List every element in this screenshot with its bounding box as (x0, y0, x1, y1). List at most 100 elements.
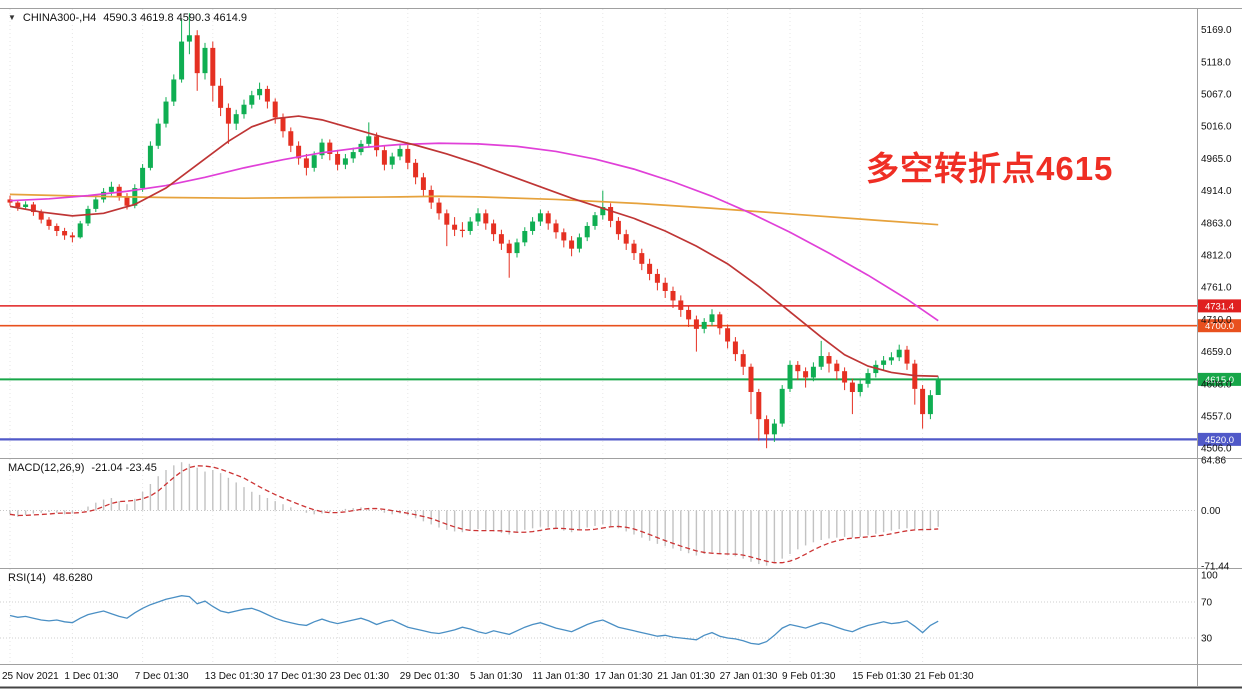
price-badge-label: 4615.0 (1205, 375, 1234, 386)
candle-body (849, 382, 855, 393)
candle-body (101, 191, 107, 200)
grid (9, 9, 924, 663)
date-label: 13 Dec 01:30 (205, 671, 265, 682)
candle-body (194, 35, 200, 74)
price-scale-label: 4659.0 (1201, 347, 1232, 358)
candle-body (85, 208, 91, 224)
candle-body (927, 395, 933, 415)
rsi-value: 48.6280 (52, 572, 93, 584)
candle-body (179, 41, 185, 80)
candle-body (631, 243, 637, 254)
price-scale-label: 4812.0 (1201, 250, 1232, 261)
rsi-line (9, 595, 939, 645)
candle-body (623, 234, 629, 244)
candle-body (7, 199, 13, 203)
candle-body (701, 321, 707, 329)
candle-body (467, 221, 473, 231)
price-scale-label: 5067.0 (1201, 89, 1232, 100)
candle-body (498, 234, 504, 244)
macd-scale-label: 0.00 (1201, 506, 1221, 517)
candle-body (865, 373, 871, 384)
candle-body (725, 328, 731, 342)
candle-body (569, 240, 575, 249)
price-scale-label: 5016.0 (1201, 122, 1232, 133)
ma-fast-red-line (9, 115, 939, 378)
candle-body (249, 95, 255, 105)
candle-body (935, 379, 941, 395)
macd-scale-label: -71.44 (1201, 562, 1230, 573)
candle-body (787, 364, 793, 389)
candle-body (335, 153, 341, 165)
candle-body (888, 357, 894, 361)
ohlc-values: 4590.3 4619.8 4590.3 4614.9 (103, 12, 248, 24)
candle-body (491, 223, 497, 235)
candle-body (38, 212, 44, 220)
candle-body (881, 360, 887, 365)
date-label: 17 Dec 01:30 (267, 671, 327, 682)
macd-histogram (9, 462, 939, 566)
candle-body (834, 363, 840, 372)
candle-body (514, 242, 520, 254)
price-badge (1198, 319, 1241, 333)
candle-body (475, 213, 481, 222)
candle-body (857, 383, 863, 393)
candle-body (327, 142, 333, 154)
candle-body (397, 148, 403, 157)
rsi-indicator-label: RSI(14) 48.6280 (8, 572, 93, 584)
candle-body (186, 35, 192, 42)
candle-body (717, 314, 723, 329)
candle-body (600, 207, 606, 216)
annotation-text: 多空转折点4615 (866, 150, 1114, 187)
candle-body (647, 263, 653, 274)
date-label: 21 Feb 01:30 (915, 671, 974, 682)
rsi-name: RSI(14) (8, 572, 46, 584)
price-badge-label: 4700.0 (1205, 321, 1234, 332)
candle-body (405, 148, 411, 163)
price-scale-label: 4608.0 (1201, 379, 1232, 390)
candle-body (756, 392, 762, 420)
candle-body (140, 167, 146, 189)
macd-values: -21.04 -23.45 (91, 462, 157, 474)
candle-body (420, 177, 426, 190)
candle-body (748, 366, 754, 393)
date-label: 21 Jan 01:30 (657, 671, 715, 682)
candle-body (764, 419, 770, 435)
candle-body (124, 196, 130, 206)
candle-body (545, 213, 551, 224)
candle-body (818, 356, 824, 367)
candle-body (537, 213, 543, 222)
date-label: 15 Feb 01:30 (852, 671, 911, 682)
candle-body (686, 309, 692, 320)
candle-body (69, 235, 75, 238)
candle-body (920, 388, 926, 415)
candle-body (241, 104, 247, 115)
candle-body (46, 219, 52, 226)
date-label: 25 Nov 2021 (2, 671, 59, 682)
candle-body (54, 225, 60, 231)
candle-body (280, 117, 286, 132)
candle-body (374, 136, 380, 151)
candle-body (155, 123, 161, 146)
price-badge (1198, 372, 1241, 386)
candle-body (264, 88, 270, 102)
ma-slow-orange-line (9, 193, 939, 226)
candle-body (530, 221, 536, 231)
symbol-label: CHINA300-,H4 (22, 12, 97, 24)
candle-body (147, 145, 153, 168)
candle-body (904, 349, 910, 364)
candle-body (225, 107, 231, 124)
price-scale-label: 4710.0 (1201, 315, 1232, 326)
candle-body (678, 300, 684, 310)
candle-body (452, 224, 458, 230)
candle-body (896, 349, 902, 358)
candle-body (163, 101, 169, 124)
candle-body (576, 237, 582, 249)
candle-body (342, 158, 348, 165)
candle-body (436, 202, 442, 214)
collapse-icon[interactable]: ▼ (8, 13, 16, 22)
candle-body (444, 213, 450, 225)
date-label: 7 Dec 01:30 (135, 671, 189, 682)
candle-body (257, 88, 263, 96)
candle-body (296, 145, 302, 159)
